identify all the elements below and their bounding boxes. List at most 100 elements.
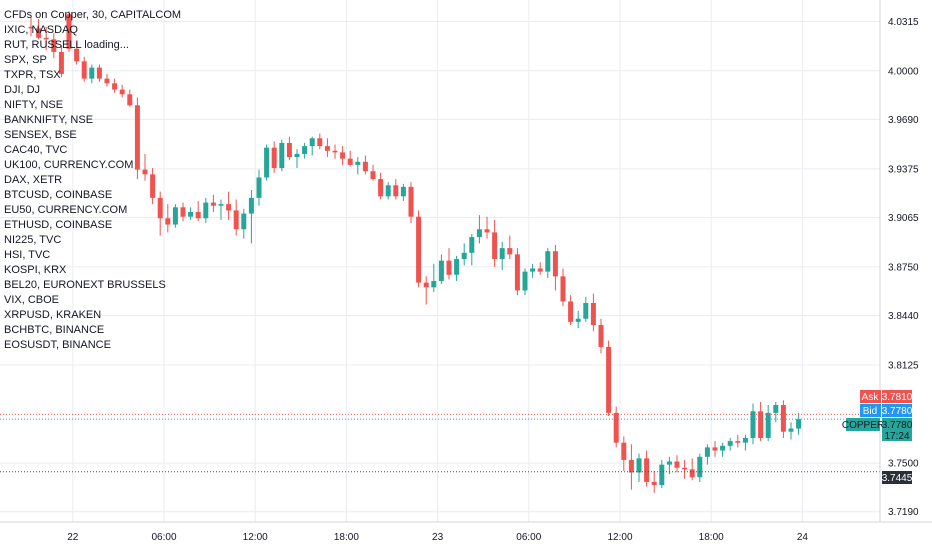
price-axis[interactable]: 4.0315 4.0000 3.9690 3.9375 3.9065 3.8750 3.84…: [888, 17, 919, 518]
candle[interactable]: [134, 97, 140, 180]
candle[interactable]: [750, 403, 756, 445]
candle[interactable]: [317, 133, 323, 150]
candle[interactable]: [689, 458, 695, 481]
candle[interactable]: [697, 453, 703, 482]
candle[interactable]: [522, 268, 528, 296]
candle[interactable]: [58, 45, 64, 78]
candle[interactable]: [119, 84, 125, 98]
candle[interactable]: [112, 78, 118, 93]
symbol-row[interactable]: NIFTY, NSE: [4, 99, 64, 111]
candle[interactable]: [598, 318, 604, 354]
candle[interactable]: [735, 434, 741, 448]
candle[interactable]: [400, 183, 406, 202]
candle[interactable]: [454, 255, 460, 282]
symbol-row[interactable]: DJI, DJ: [4, 84, 41, 96]
candle[interactable]: [552, 244, 558, 291]
candle[interactable]: [773, 401, 779, 423]
candle[interactable]: [43, 26, 49, 51]
candle[interactable]: [476, 215, 482, 244]
candle[interactable]: [28, 17, 34, 37]
candle[interactable]: [788, 422, 794, 440]
candle[interactable]: [355, 157, 361, 175]
symbol-row[interactable]: UK100, CURRENCY.COM: [4, 159, 134, 171]
candle[interactable]: [613, 406, 619, 448]
candle[interactable]: [416, 210, 422, 288]
candle[interactable]: [537, 262, 543, 275]
symbol-row[interactable]: XRPUSD, KRAKEN: [4, 309, 102, 321]
time-axis[interactable]: 22 06:00 12:00 18:00 23 06:00 12:00 18:00 24: [67, 532, 808, 543]
candle[interactable]: [765, 405, 771, 442]
symbol-row[interactable]: SENSEX, BSE: [4, 129, 77, 141]
candle[interactable]: [636, 453, 642, 482]
symbol-row[interactable]: CAC40, TVC: [4, 144, 68, 156]
candle[interactable]: [545, 248, 551, 278]
candle[interactable]: [127, 89, 133, 107]
candle[interactable]: [758, 401, 764, 442]
candle[interactable]: [659, 459, 665, 489]
symbol-row[interactable]: RUT, RUSSELL loading...: [4, 39, 129, 51]
candle[interactable]: [575, 310, 581, 329]
candle[interactable]: [514, 248, 520, 296]
candle[interactable]: [172, 204, 178, 228]
candle[interactable]: [362, 155, 368, 175]
candle[interactable]: [378, 172, 384, 200]
candle[interactable]: [226, 191, 232, 220]
symbol-row[interactable]: BCHBTC, BINANCE: [4, 324, 105, 336]
candle[interactable]: [530, 263, 536, 278]
candle[interactable]: [241, 208, 247, 239]
symbol-row[interactable]: IXIC, NASDAQ: [4, 24, 78, 36]
symbol-row[interactable]: EU50, CURRENCY.COM: [4, 204, 128, 216]
candle[interactable]: [499, 241, 505, 271]
candle[interactable]: [666, 456, 672, 475]
candle[interactable]: [218, 199, 224, 220]
candle[interactable]: [628, 444, 634, 490]
candle[interactable]: [340, 146, 346, 165]
symbol-row[interactable]: KOSPI, KRX: [4, 264, 67, 276]
candle[interactable]: [74, 42, 80, 65]
candle[interactable]: [332, 144, 338, 159]
candle[interactable]: [469, 233, 475, 266]
symbol-row[interactable]: HSI, TVC: [4, 249, 51, 261]
candle[interactable]: [644, 450, 650, 487]
candle[interactable]: [438, 254, 444, 285]
candle[interactable]: [370, 164, 376, 181]
candle[interactable]: [142, 153, 148, 181]
candle[interactable]: [423, 276, 429, 305]
candle[interactable]: [704, 444, 710, 465]
candle[interactable]: [621, 436, 627, 471]
candle[interactable]: [286, 136, 292, 161]
candle[interactable]: [484, 216, 490, 239]
candle[interactable]: [157, 191, 163, 236]
candle[interactable]: [461, 243, 467, 266]
candle[interactable]: [271, 141, 277, 173]
candle[interactable]: [51, 33, 57, 59]
candle[interactable]: [742, 434, 748, 451]
candle[interactable]: [150, 168, 156, 205]
candle[interactable]: [606, 340, 612, 416]
candle[interactable]: [408, 182, 414, 223]
symbol-row[interactable]: TXPR, TSX: [4, 69, 61, 81]
candle[interactable]: [324, 138, 330, 158]
candle[interactable]: [264, 144, 270, 181]
symbol-row[interactable]: BEL20, EURONEXT BRUSSELS: [4, 279, 166, 291]
symbol-row[interactable]: BTCUSD, COINBASE: [4, 189, 113, 201]
candle[interactable]: [431, 263, 437, 293]
candle[interactable]: [81, 56, 87, 82]
symbol-row[interactable]: NI225, TVC: [4, 234, 62, 246]
candle[interactable]: [385, 182, 391, 200]
candle[interactable]: [302, 142, 308, 159]
symbol-row[interactable]: ETHUSD, COINBASE: [4, 219, 113, 231]
symbol-row[interactable]: DAX, XETR: [4, 174, 63, 186]
candle[interactable]: [165, 204, 171, 233]
candle[interactable]: [180, 202, 186, 222]
candle[interactable]: [210, 194, 216, 212]
candle[interactable]: [583, 296, 589, 322]
candle[interactable]: [347, 150, 353, 167]
candle[interactable]: [651, 470, 657, 493]
symbol-row[interactable]: SPX, SP: [4, 54, 47, 66]
candle[interactable]: [294, 149, 300, 169]
candle[interactable]: [309, 136, 315, 156]
candle[interactable]: [256, 169, 262, 206]
candle[interactable]: [674, 455, 680, 473]
candle[interactable]: [492, 219, 498, 267]
